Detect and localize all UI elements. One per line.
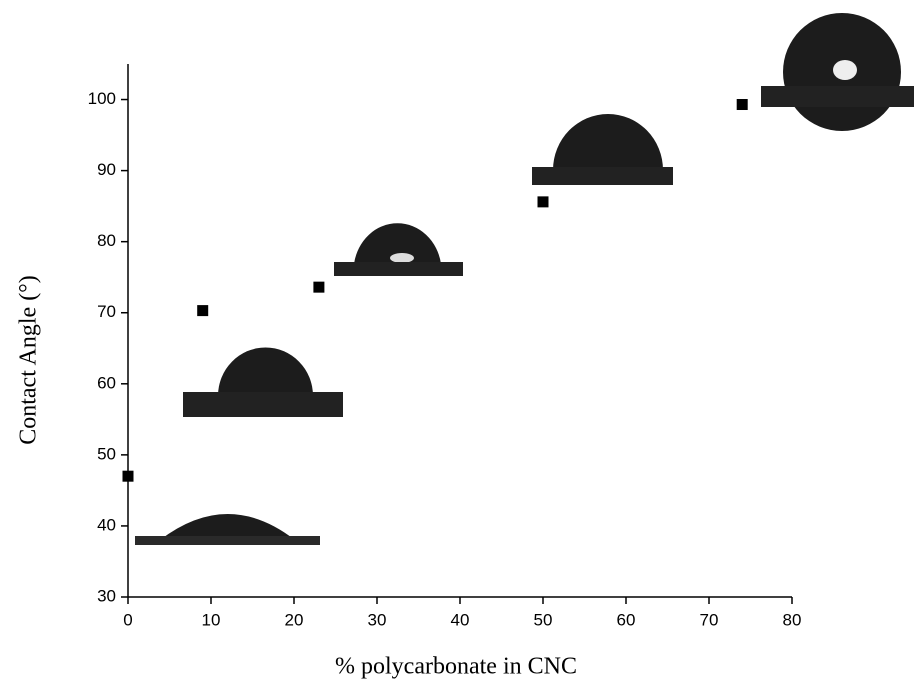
y-tick-label: 80 — [97, 231, 116, 250]
y-tick-label: 70 — [97, 302, 116, 321]
x-tick-label: 20 — [285, 610, 304, 629]
x-tick-label: 80 — [783, 610, 802, 629]
x-tick-label: 40 — [451, 610, 470, 629]
x-tick-label: 30 — [368, 610, 387, 629]
x-tick-label: 50 — [534, 610, 553, 629]
y-tick-label: 30 — [97, 586, 116, 605]
droplet-images — [135, 13, 914, 545]
x-tick-label: 0 — [123, 610, 132, 629]
data-point — [736, 99, 748, 111]
x-tick-label: 60 — [617, 610, 636, 629]
x-tick-label: 70 — [700, 610, 719, 629]
data-point — [537, 196, 549, 208]
data-point — [122, 470, 134, 482]
y-axis-title: Contact Angle (°) — [16, 275, 42, 445]
data-point — [313, 281, 325, 293]
y-tick-label: 50 — [97, 444, 116, 463]
y-tick-label: 60 — [97, 373, 116, 392]
y-tick-label: 90 — [97, 160, 116, 179]
y-tick-label: 100 — [88, 89, 116, 108]
x-axis-title: % polycarbonate in CNC — [335, 654, 577, 680]
y-tick-label: 40 — [97, 515, 116, 534]
x-tick-label: 10 — [202, 610, 221, 629]
data-point — [197, 305, 209, 317]
